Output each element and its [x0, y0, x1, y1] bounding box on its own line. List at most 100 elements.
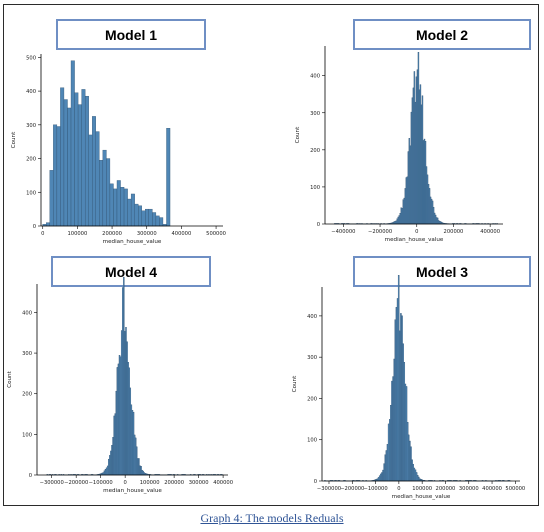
bar [116, 180, 121, 227]
model-1-title: Model 1 [56, 19, 206, 50]
x-axis-label: median_house_value [103, 488, 162, 494]
x-tick-label: 200000 [444, 229, 464, 235]
bar [92, 116, 96, 227]
figure-frame [3, 4, 539, 506]
x-tick-label: −200000 [340, 486, 364, 492]
x-tick-label: 300000 [459, 486, 479, 492]
y-tick-label: 0 [317, 222, 320, 228]
model-2-title: Model 2 [353, 19, 531, 50]
x-tick-label: 100000 [67, 231, 87, 237]
x-tick-label: 200000 [436, 486, 456, 492]
x-tick-label: 200000 [164, 480, 184, 486]
figure-caption: Graph 4: The models Reduals [200, 511, 344, 525]
y-tick-label: 100 [307, 438, 317, 444]
x-tick-label: 200000 [102, 231, 122, 237]
bar [127, 198, 132, 227]
y-tick-label: 200 [307, 396, 317, 402]
x-tick-label: 100000 [412, 486, 432, 492]
x-tick-label: −400000 [331, 229, 355, 235]
y-axis-label: Count [292, 375, 298, 392]
x-axis-label: median_house_value [103, 239, 162, 245]
bar [148, 208, 153, 227]
bar [106, 158, 111, 227]
y-tick-label: 200 [22, 392, 32, 398]
bar [138, 205, 142, 227]
x-tick-label: 300000 [137, 231, 157, 237]
bar [70, 60, 75, 227]
bar [166, 128, 171, 227]
x-tick-label: −200000 [368, 229, 392, 235]
y-tick-label: 200 [26, 157, 36, 163]
bar [159, 217, 164, 227]
bar [56, 126, 61, 227]
x-tick-label: 500000 [206, 231, 226, 237]
bar [60, 87, 65, 227]
bar [63, 99, 68, 227]
bar [77, 104, 82, 227]
bar [152, 212, 157, 227]
panel-3: 0 100 200 300 400 −300000 −200000 −100000 0 10000… [7, 276, 233, 494]
y-tick-label: 300 [26, 123, 36, 129]
bar [74, 92, 79, 227]
bar [46, 222, 50, 227]
x-axis-label: median_house_value [385, 237, 444, 243]
bar [130, 193, 135, 227]
x-tick-label: 400000 [171, 231, 191, 237]
x-tick-label: −200000 [64, 480, 88, 486]
y-axis-label: Count [11, 131, 17, 148]
x-tick-label: 0 [41, 231, 44, 237]
y-tick-label: 300 [307, 355, 317, 361]
y-tick-label: 400 [22, 310, 32, 316]
bar [123, 188, 128, 227]
x-tick-label: 100000 [140, 480, 160, 486]
x-tick-label: −300000 [40, 480, 64, 486]
y-tick-label: 0 [33, 224, 36, 230]
bar [145, 208, 149, 227]
y-tick-label: 300 [22, 351, 32, 357]
y-tick-label: 0 [29, 473, 32, 479]
x-tick-label: 400000 [480, 229, 500, 235]
y-axis-label: Count [295, 126, 301, 143]
panel-4: 0 100 200 300 400 −300000 −200000 −100000 0 10000… [292, 275, 525, 500]
bar [67, 107, 72, 227]
bar [49, 170, 54, 227]
bar [53, 124, 58, 227]
bar [120, 187, 125, 227]
bar [109, 183, 114, 227]
x-axis-label: median_house_value [392, 494, 451, 500]
model-3-title: Model 3 [353, 256, 531, 287]
x-tick-label: 500000 [505, 486, 525, 492]
x-tick-label: 400000 [482, 486, 502, 492]
bar [99, 160, 104, 227]
y-tick-label: 400 [307, 314, 317, 320]
y-tick-label: 200 [310, 148, 320, 154]
bar [84, 95, 89, 227]
x-tick-label: 0 [123, 480, 126, 486]
bar [141, 210, 146, 227]
y-tick-label: 0 [314, 479, 317, 485]
x-tick-label: 0 [415, 229, 418, 235]
bar [113, 188, 118, 227]
y-tick-label: 300 [310, 111, 320, 117]
x-tick-label: −100000 [89, 480, 113, 486]
x-tick-label: 0 [397, 486, 400, 492]
bar [81, 89, 86, 227]
y-tick-label: 100 [310, 185, 320, 191]
bar [102, 149, 107, 227]
x-tick-label: −300000 [317, 486, 341, 492]
x-tick-label: 400000 [213, 480, 233, 486]
y-axis-label: Count [7, 370, 13, 387]
panel-2: 0 100 200 300 400 −400000 −200000 0 200000 400000… [295, 46, 503, 243]
x-tick-label: 300000 [189, 480, 209, 486]
bar [88, 134, 93, 227]
y-tick-label: 400 [310, 74, 320, 80]
bar [95, 131, 100, 227]
bar [134, 203, 139, 227]
y-tick-label: 100 [26, 190, 36, 196]
y-tick-label: 500 [26, 55, 36, 61]
panel-1: 0 100 200 300 400 500 0 100000 200000 300000 40000… [11, 54, 226, 245]
x-tick-label: −100000 [363, 486, 387, 492]
model-4-title: Model 4 [51, 256, 211, 287]
y-tick-label: 400 [26, 89, 36, 95]
